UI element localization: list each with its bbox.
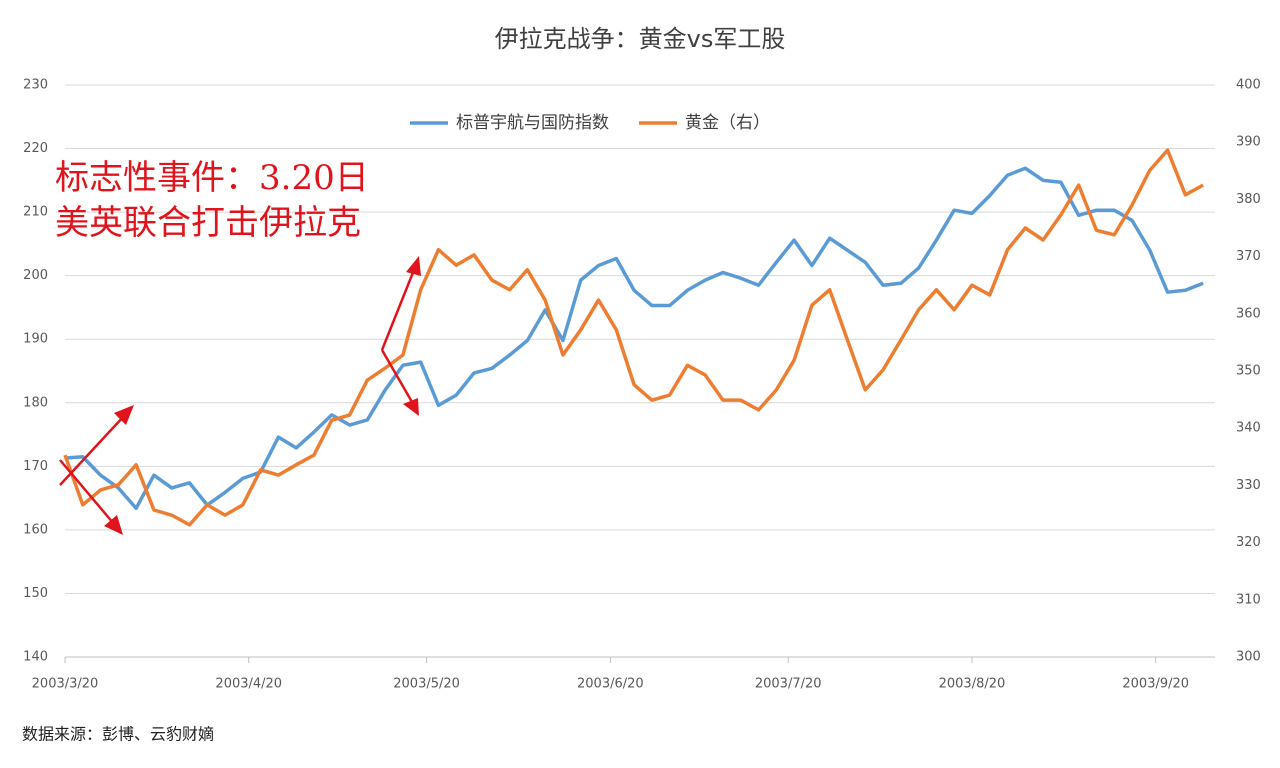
x-tick-label: 2003/3/20 (32, 677, 99, 692)
arrow (380, 269, 416, 351)
legend-label: 标普宇航与国防指数 (456, 113, 609, 133)
x-tick-label: 2003/8/20 (939, 677, 1006, 692)
arrows (59, 256, 421, 535)
x-tick-label: 2003/4/20 (215, 677, 282, 692)
arrow-head (104, 515, 123, 535)
y2-tick-label: 340 (1236, 421, 1261, 436)
arrow-head (114, 405, 134, 425)
y-tick-label: 230 (23, 78, 48, 93)
y-tick-label: 190 (23, 332, 48, 347)
source-note: 数据来源：彭博、云豹财嫡 (22, 725, 214, 744)
legend-label: 黄金（右） (685, 113, 770, 133)
arrow (380, 349, 414, 403)
x-tick-label: 2003/6/20 (577, 677, 644, 692)
series-line (64, 166, 1204, 511)
chart-title: 伊拉克战争：黄金vs军工股 (495, 25, 786, 53)
y2-tick-label: 380 (1236, 192, 1261, 207)
y2-tick-label: 300 (1236, 650, 1261, 665)
y2-tick-label: 370 (1236, 249, 1261, 264)
series-line (63, 148, 1204, 527)
y2-tick-label: 360 (1236, 306, 1261, 321)
arrow-head (406, 256, 421, 276)
plot-area: 140 150 160 170 180 190 200 210 220 230 300 310 320 3… (23, 78, 1261, 692)
y-tick-label: 220 (23, 141, 48, 156)
y-tick-label: 150 (23, 586, 48, 601)
x-tick-label: 2003/7/20 (755, 677, 822, 692)
y-tick-label: 210 (23, 205, 48, 220)
y-tick-label: 180 (23, 395, 48, 410)
y2-tick-label: 350 (1236, 364, 1261, 379)
y2-tick-label: 320 (1236, 535, 1261, 550)
arrow (59, 459, 115, 525)
y-tick-label: 140 (23, 650, 48, 665)
y-tick-label: 160 (23, 522, 48, 537)
annotation: 标志性事件：3.20日 (55, 158, 369, 198)
x-tick-label: 2003/5/20 (393, 677, 460, 692)
arrow-head (403, 398, 419, 416)
annotation: 美英联合打击伊拉克 (55, 203, 361, 243)
x-tick-label: 2003/9/20 (1122, 677, 1189, 692)
y2-tick-label: 310 (1236, 592, 1261, 607)
y2-tick-label: 390 (1236, 135, 1261, 150)
y2-tick-label: 400 (1236, 78, 1261, 93)
y2-tick-label: 330 (1236, 478, 1261, 493)
y-tick-label: 170 (23, 459, 48, 474)
y-tick-label: 200 (23, 268, 48, 283)
